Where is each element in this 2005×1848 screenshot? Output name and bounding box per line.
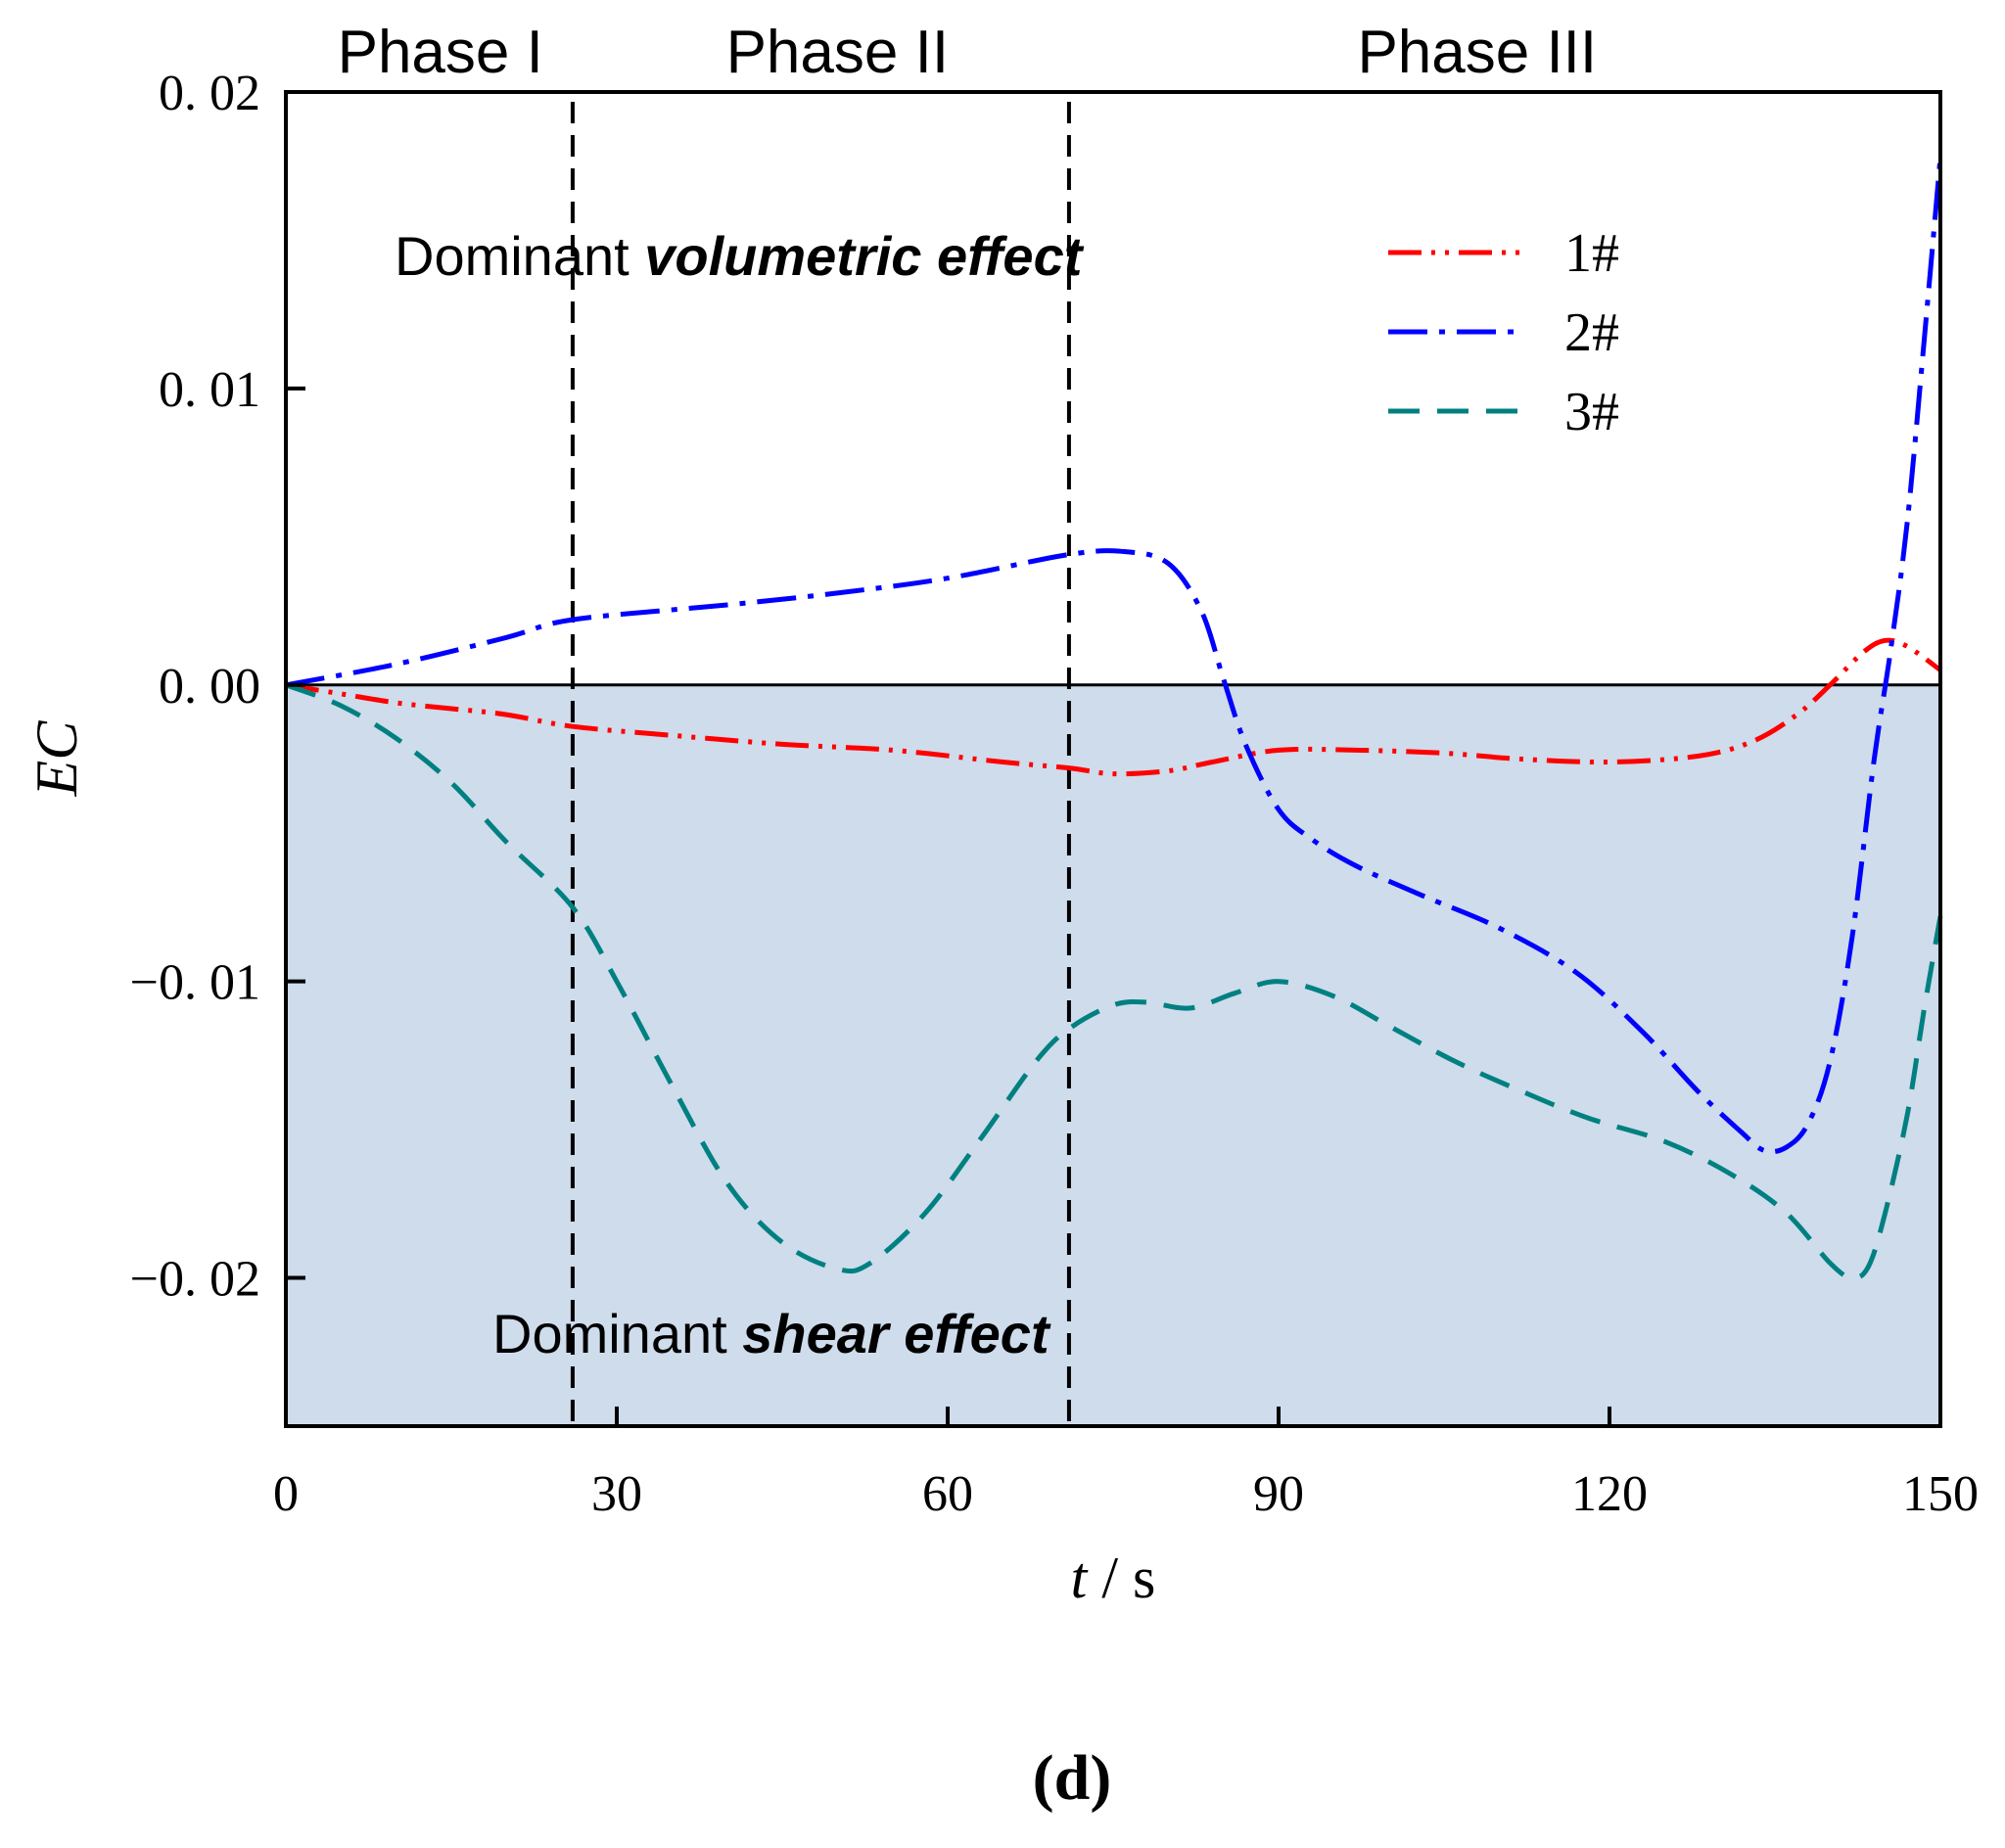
legend-label-3: 3# <box>1564 382 1619 442</box>
y-axis-label: EC <box>24 720 89 798</box>
legend-label-1: 1# <box>1564 223 1619 284</box>
x-axis-unit: s <box>1133 1546 1155 1610</box>
y-tick-label-2: 0. 00 <box>159 659 260 715</box>
series-line-3 <box>285 682 1943 1281</box>
y-tick-label-4: −0. 02 <box>130 1252 260 1308</box>
shear-effect-label: Dominant shear effect <box>492 1303 1051 1364</box>
legend: 1# 2# 3# <box>1388 223 1619 442</box>
y-tick-label-3: −0. 01 <box>130 955 260 1011</box>
volumetric-label-emph: volumetric effect <box>644 225 1084 287</box>
series-line-1 <box>285 637 1942 777</box>
x-tick-label-90: 90 <box>1253 1466 1304 1522</box>
x-tick-label-30: 30 <box>591 1466 642 1522</box>
y-tick-label-0: 0. 02 <box>159 66 260 121</box>
shear-label-emph: shear effect <box>742 1303 1051 1364</box>
shear-label-prefix: Dominant <box>492 1303 742 1364</box>
x-tick-label-0: 0 <box>273 1466 299 1522</box>
x-axis-sep: / <box>1087 1546 1133 1610</box>
legend-label-2: 2# <box>1564 302 1619 363</box>
x-tick-label-60: 60 <box>922 1466 973 1522</box>
series-line-2 <box>285 157 1943 1155</box>
x-tick-label-150: 150 <box>1902 1466 1979 1522</box>
phase-labels: Phase I Phase II Phase III <box>338 19 1598 86</box>
volumetric-effect-label: Dominant volumetric effect <box>395 225 1085 287</box>
y-ticks: 0. 02 0. 01 0. 00 −0. 01 −0. 02 <box>130 66 305 1308</box>
phase-label-2: Phase II <box>726 19 949 86</box>
x-tick-label-120: 120 <box>1571 1466 1648 1522</box>
volumetric-label-prefix: Dominant <box>395 225 644 287</box>
phase-label-1: Phase I <box>338 19 543 86</box>
phase-label-3: Phase III <box>1357 19 1597 86</box>
series-group <box>285 157 1943 1281</box>
x-ticks: 0 30 60 90 120 150 <box>273 1407 1979 1522</box>
x-axis-var: t <box>1071 1546 1089 1610</box>
phase-boundary-lines <box>570 102 1071 1426</box>
panel-label: (d) <box>1033 1742 1112 1814</box>
plot-frame <box>284 90 1942 1428</box>
y-tick-label-1: 0. 01 <box>159 362 260 418</box>
x-axis-label: t / s <box>1071 1546 1156 1610</box>
